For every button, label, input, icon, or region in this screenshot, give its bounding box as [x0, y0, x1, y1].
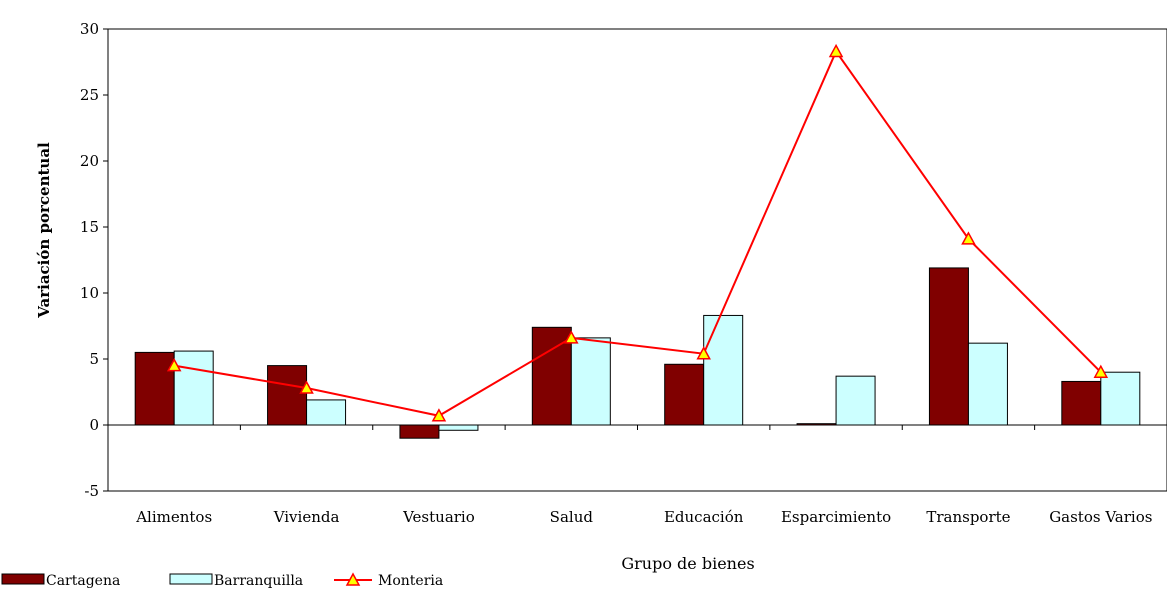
category-label: Vestuario [402, 508, 475, 526]
bar-cartagena [1061, 380, 1102, 426]
line-monteria [174, 49, 1102, 417]
bar-barranquilla [703, 314, 744, 426]
legend-marker [345, 572, 361, 586]
legend-label: Barranquilla [214, 573, 303, 589]
y-tick-label: 5 [89, 350, 99, 368]
category-label: Vivienda [273, 508, 340, 526]
y-axis-title: Variación porcentual [35, 142, 53, 319]
y-tick-label: 10 [80, 284, 99, 302]
category-label: Educación [664, 508, 744, 526]
bar-barranquilla [173, 350, 214, 426]
bar-barranquilla [1100, 371, 1141, 426]
category-label: Salud [550, 508, 594, 526]
category-labels: Alimentos Vivienda Vestuario Salud Educación… [135, 508, 1152, 526]
bar-cartagena [134, 351, 175, 426]
y-tick-label: 15 [80, 218, 99, 236]
legend-label: Cartagena [46, 573, 120, 589]
marker-monteria [166, 358, 182, 372]
marker-monteria [696, 346, 711, 360]
bar-cartagena [928, 267, 969, 426]
y-tick-label: 20 [80, 152, 99, 170]
legend-label: Monteria [378, 573, 443, 589]
legend: Cartagena Barranquilla Monteria [1, 572, 443, 589]
legend-swatch [169, 573, 213, 585]
plot-area [107, 28, 1167, 492]
category-label: Alimentos [135, 508, 212, 526]
bar-cartagena [664, 363, 705, 426]
x-axis-title: Grupo de bienes [621, 554, 754, 573]
category-label: Transporte [926, 508, 1010, 526]
marker-monteria [961, 231, 976, 245]
bar-barranquilla [570, 337, 611, 426]
line-series [166, 43, 1109, 422]
marker-monteria [828, 43, 844, 58]
marker-monteria [431, 408, 447, 422]
marker-monteria [299, 380, 314, 394]
y-tick-label: 25 [80, 86, 99, 104]
y-tick-label: -5 [84, 482, 99, 500]
bars [134, 267, 1141, 439]
bar-cartagena [796, 423, 837, 426]
category-label: Esparcimiento [781, 508, 891, 526]
marker-monteria [1093, 364, 1109, 378]
marker-monteria [564, 330, 579, 344]
bar-barranquilla [835, 375, 876, 426]
y-axis: -5 0 5 10 15 20 25 30 [80, 20, 108, 500]
y-tick-label: 0 [89, 416, 99, 434]
bar-barranquilla [967, 342, 1008, 426]
bar-cartagena [267, 365, 308, 426]
bar-barranquilla [438, 424, 479, 431]
y-tick-label: 30 [80, 20, 99, 38]
bar-cartagena [399, 424, 440, 439]
bar-barranquilla [306, 399, 347, 426]
legend-swatch [1, 573, 45, 585]
category-label: Gastos Varios [1049, 508, 1152, 526]
